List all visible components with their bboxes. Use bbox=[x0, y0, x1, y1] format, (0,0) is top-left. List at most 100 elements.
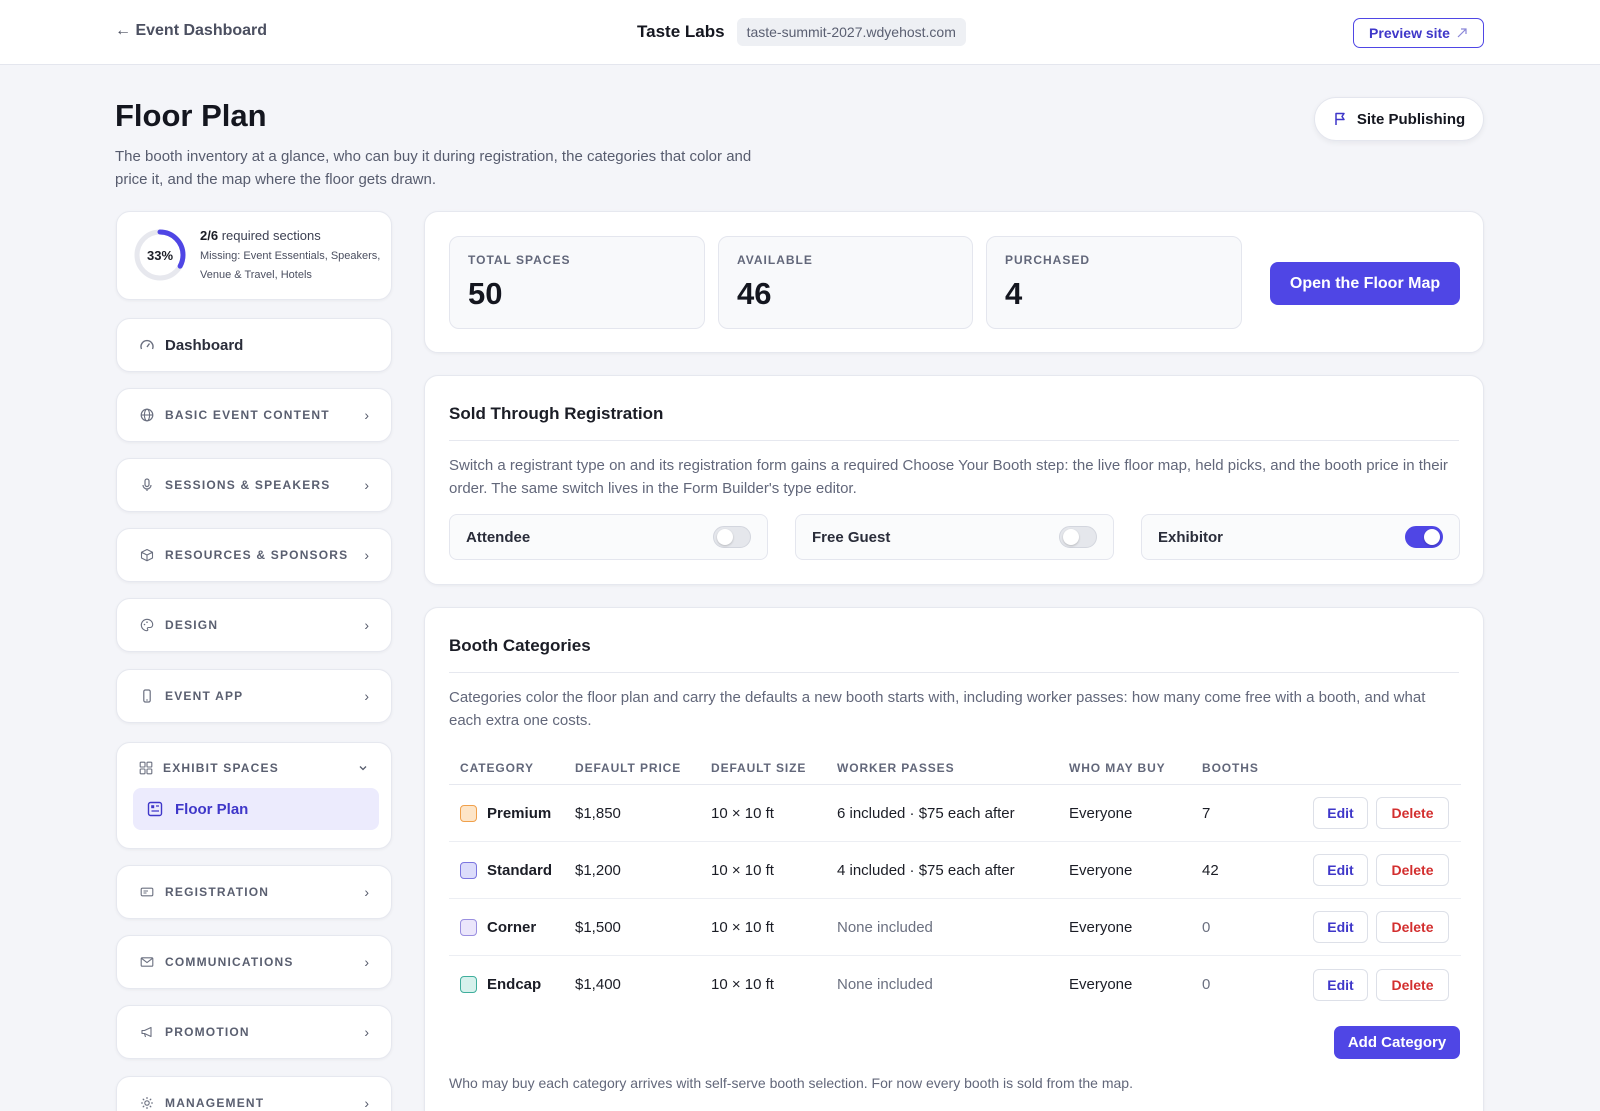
toggle-label: Attendee bbox=[466, 528, 531, 546]
toggle-attendee[interactable]: Attendee bbox=[449, 514, 768, 560]
column-header: DEFAULT SIZE bbox=[711, 760, 807, 775]
who-may-buy: Everyone bbox=[1069, 804, 1133, 822]
sidebar-item-resources-sponsors[interactable]: RESOURCES & SPONSORS › bbox=[116, 528, 392, 582]
registration-card: Sold Through Registration Switch a regis… bbox=[424, 375, 1484, 585]
ticket-icon bbox=[139, 884, 155, 900]
sidebar-item-management[interactable]: MANAGEMENT › bbox=[116, 1076, 392, 1111]
toggle-switch[interactable] bbox=[1059, 526, 1097, 548]
grid-icon bbox=[139, 761, 153, 775]
table-row: Standard $1,200 10 × 10 ft 4 included · … bbox=[449, 842, 1461, 899]
chevron-right-icon: › bbox=[364, 477, 369, 493]
chevron-right-icon: › bbox=[364, 407, 369, 423]
stat-label: TOTAL SPACES bbox=[468, 253, 571, 267]
page-title: Floor Plan bbox=[115, 98, 267, 133]
booth-count: 42 bbox=[1202, 861, 1219, 879]
sidebar-item-label: COMMUNICATIONS bbox=[165, 955, 294, 969]
setup-progress-card: 33% 2/6 required sections Missing: Event… bbox=[116, 211, 392, 300]
flag-icon bbox=[1335, 112, 1345, 125]
stat-purchased: PURCHASED 4 bbox=[986, 236, 1242, 329]
sidebar-item-event-app[interactable]: EVENT APP › bbox=[116, 669, 392, 723]
toggle-label: Exhibitor bbox=[1158, 528, 1224, 546]
category-color-swatch bbox=[460, 804, 477, 822]
who-may-buy: Everyone bbox=[1069, 861, 1133, 879]
column-header: CATEGORY bbox=[460, 760, 534, 775]
column-header: WORKER PASSES bbox=[837, 760, 955, 775]
chevron-right-icon: › bbox=[364, 884, 369, 900]
stat-label: AVAILABLE bbox=[737, 253, 813, 267]
sidebar-subitem-floor-plan[interactable]: Floor Plan bbox=[133, 788, 379, 830]
divider bbox=[449, 672, 1459, 673]
column-header: DEFAULT PRICE bbox=[575, 760, 682, 775]
chevron-right-icon: › bbox=[364, 617, 369, 633]
sidebar-item-promotion[interactable]: PROMOTION › bbox=[116, 1005, 392, 1059]
sidebar-item-label: SESSIONS & SPEAKERS bbox=[165, 478, 331, 492]
chevron-right-icon: › bbox=[364, 688, 369, 704]
sidebar-item-label: REGISTRATION bbox=[165, 885, 270, 899]
section-title: Sold Through Registration bbox=[449, 404, 664, 423]
box-icon bbox=[139, 547, 155, 563]
delete-button[interactable]: Delete bbox=[1376, 797, 1449, 829]
sidebar-item-label: RESOURCES & SPONSORS bbox=[165, 548, 349, 562]
page-subtitle: The booth inventory at a glance, who can… bbox=[115, 148, 752, 188]
sidebar-item-sessions-speakers[interactable]: SESSIONS & SPEAKERS › bbox=[116, 458, 392, 512]
delete-button[interactable]: Delete bbox=[1376, 911, 1449, 943]
sidebar-item-exhibit-spaces[interactable]: EXHIBIT SPACES bbox=[139, 761, 369, 775]
org-name: Taste Labs bbox=[637, 22, 725, 41]
back-to-dashboard-link[interactable]: ← Event Dashboard bbox=[115, 22, 268, 39]
external-arrow-icon bbox=[1457, 28, 1467, 38]
globe-icon bbox=[139, 407, 155, 423]
preview-site-button[interactable]: Preview site bbox=[1353, 18, 1484, 48]
divider bbox=[449, 440, 1459, 441]
default-size: 10 × 10 ft bbox=[711, 976, 774, 993]
category-color-swatch bbox=[460, 976, 477, 993]
edit-button[interactable]: Edit bbox=[1313, 797, 1368, 829]
toggle-switch[interactable] bbox=[713, 526, 751, 548]
site-publishing-button[interactable]: Site Publishing bbox=[1314, 97, 1484, 141]
edit-button[interactable]: Edit bbox=[1313, 911, 1368, 943]
toggle-exhibitor[interactable]: Exhibitor bbox=[1141, 514, 1460, 560]
sidebar-item-dashboard[interactable]: Dashboard bbox=[116, 318, 392, 372]
edit-button[interactable]: Edit bbox=[1313, 968, 1368, 1001]
chevron-right-icon: › bbox=[364, 1095, 369, 1111]
delete-button[interactable]: Delete bbox=[1376, 854, 1449, 886]
category-color-swatch bbox=[460, 918, 477, 936]
table-header-row: CATEGORY DEFAULT PRICE DEFAULT SIZE WORK… bbox=[449, 751, 1461, 785]
org-info: Taste Labs taste-summit-2027.wdyehost.co… bbox=[637, 18, 966, 46]
chevron-right-icon: › bbox=[364, 954, 369, 970]
add-category-button[interactable]: Add Category bbox=[1334, 1026, 1460, 1059]
sidebar-item-communications[interactable]: COMMUNICATIONS › bbox=[116, 935, 392, 989]
worker-passes: None included bbox=[837, 918, 933, 936]
preview-site-label: Preview site bbox=[1369, 25, 1450, 41]
progress-text: 2/6 required sections Missing: Event Ess… bbox=[200, 228, 385, 285]
chevron-right-icon: › bbox=[364, 547, 369, 563]
sidebar-group-exhibit-spaces: EXHIBIT SPACES Floor Plan bbox=[116, 742, 392, 849]
sidebar-item-basic-event-content[interactable]: BASIC EVENT CONTENT › bbox=[116, 388, 392, 442]
toggle-free-guest[interactable]: Free Guest bbox=[795, 514, 1114, 560]
megaphone-icon bbox=[139, 1024, 155, 1040]
gauge-icon bbox=[139, 337, 155, 353]
booth-count: 0 bbox=[1202, 976, 1211, 993]
open-floor-map-button[interactable]: Open the Floor Map bbox=[1270, 262, 1460, 305]
sidebar-item-label: EXHIBIT SPACES bbox=[163, 761, 279, 775]
stat-value: 4 bbox=[1005, 276, 1023, 311]
sidebar-item-label: PROMOTION bbox=[165, 1025, 250, 1039]
who-may-buy: Everyone bbox=[1069, 976, 1133, 993]
section-title: Booth Categories bbox=[449, 636, 591, 655]
delete-button[interactable]: Delete bbox=[1376, 968, 1449, 1001]
stat-value: 50 bbox=[468, 276, 503, 311]
column-header: WHO MAY BUY bbox=[1069, 760, 1166, 775]
category-name: Standard bbox=[487, 861, 553, 879]
column-header: BOOTHS bbox=[1202, 760, 1259, 775]
edit-button[interactable]: Edit bbox=[1313, 854, 1368, 886]
booth-stats-card: TOTAL SPACES 50 AVAILABLE 46 PURCHASED 4… bbox=[424, 211, 1484, 353]
stat-available: AVAILABLE 46 bbox=[718, 236, 973, 329]
floor-plan-icon bbox=[147, 801, 163, 817]
sidebar-item-design[interactable]: DESIGN › bbox=[116, 598, 392, 652]
phone-icon bbox=[139, 688, 155, 704]
site-publishing-label: Site Publishing bbox=[1356, 110, 1466, 128]
sidebar-item-registration[interactable]: REGISTRATION › bbox=[116, 865, 392, 919]
toggle-switch[interactable] bbox=[1405, 526, 1443, 548]
progress-ring bbox=[134, 229, 186, 281]
stat-label: PURCHASED bbox=[1005, 253, 1091, 267]
default-size: 10 × 10 ft bbox=[711, 861, 774, 879]
